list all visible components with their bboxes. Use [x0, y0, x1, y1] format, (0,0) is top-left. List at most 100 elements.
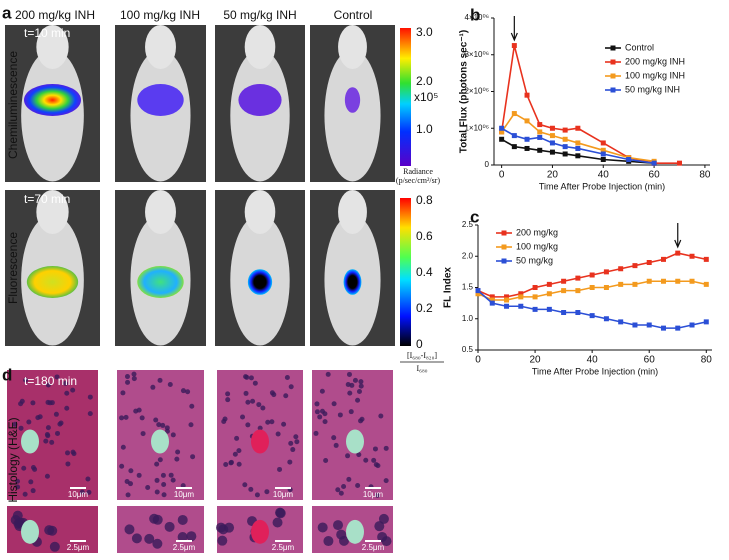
- data-point: [562, 144, 568, 150]
- y-tick-label: 1.0: [462, 314, 474, 323]
- time-label: t=10 min: [24, 26, 70, 40]
- vessel: [21, 429, 39, 454]
- row-label: Histology (H&E): [6, 417, 20, 502]
- data-point: [489, 294, 495, 300]
- nucleus: [264, 489, 270, 495]
- nucleus: [124, 374, 130, 380]
- nucleus: [358, 379, 364, 385]
- data-point: [675, 278, 681, 284]
- data-point: [646, 322, 652, 328]
- scale-bar-label: 2.5μm: [272, 543, 295, 552]
- nucleus: [70, 449, 76, 455]
- nucleus: [18, 425, 24, 431]
- nucleus: [180, 388, 186, 394]
- mouse-head: [338, 190, 367, 234]
- nucleus: [333, 442, 339, 448]
- data-point: [524, 118, 530, 124]
- nucleus: [349, 382, 355, 388]
- nucleus: [12, 421, 18, 427]
- data-point: [537, 147, 543, 153]
- nucleus: [371, 457, 377, 463]
- data-point: [589, 285, 595, 290]
- x-axis-title: Time After Probe Injection (min): [539, 181, 665, 191]
- nucleus: [157, 457, 163, 463]
- scale-bar-label: 10μm: [174, 490, 195, 499]
- column-header: 50 mg/kg INH: [223, 8, 296, 22]
- nucleus: [164, 521, 175, 532]
- nucleus: [149, 513, 160, 524]
- data-point: [689, 322, 695, 328]
- nucleus: [257, 425, 263, 431]
- nucleus: [145, 484, 151, 490]
- nucleus: [64, 405, 70, 411]
- legend-marker: [501, 244, 507, 250]
- panel-label: b: [470, 5, 480, 24]
- data-point: [703, 256, 709, 262]
- nucleus: [44, 473, 50, 479]
- scale-bar-label: 2.5μm: [362, 543, 385, 552]
- colorbar-label: 0: [416, 337, 423, 351]
- nucleus: [378, 513, 389, 524]
- data-point: [499, 125, 505, 131]
- data-point: [689, 278, 695, 284]
- nucleus: [260, 405, 266, 411]
- colorbar-multiplier: x10⁵: [414, 90, 438, 104]
- nucleus: [152, 538, 163, 549]
- nucleus: [30, 488, 36, 494]
- legend-label: 50 mg/kg: [516, 255, 553, 265]
- nucleus: [43, 438, 49, 444]
- nucleus: [275, 431, 281, 437]
- panel-label: c: [470, 207, 479, 226]
- nucleus: [190, 454, 196, 460]
- fluorescence-colorbar: [400, 198, 411, 346]
- colorbar-label: 0.8: [416, 193, 433, 207]
- nucleus: [65, 461, 71, 467]
- nucleus: [232, 451, 238, 457]
- data-point: [632, 281, 638, 287]
- nucleus: [341, 484, 347, 490]
- vessel: [346, 519, 364, 544]
- nucleus: [150, 384, 156, 390]
- charts: 0 1×10⁰⁶ 2×10⁰⁶ 3×10⁰⁶ 4×10⁰⁶ 0 20 40 60 80 Total …: [443, 13, 713, 376]
- nucleus: [49, 541, 60, 552]
- mouse-head: [338, 25, 367, 69]
- mouse-head: [145, 190, 176, 234]
- data-point: [524, 136, 530, 142]
- legend-marker: [501, 230, 507, 236]
- nucleus: [271, 392, 277, 398]
- nucleus: [363, 457, 369, 463]
- legend-marker: [501, 258, 507, 264]
- nucleus: [44, 525, 55, 536]
- nucleus: [123, 414, 129, 420]
- data-point: [475, 291, 481, 297]
- nucleus: [245, 422, 251, 428]
- nucleus: [23, 377, 29, 383]
- data-point: [575, 275, 581, 281]
- nucleus: [243, 390, 249, 396]
- x-tick-label: 80: [701, 355, 713, 366]
- x-tick-label: 40: [598, 170, 610, 181]
- nucleus: [160, 422, 166, 428]
- nucleus: [144, 533, 155, 544]
- signal: [247, 269, 273, 295]
- mouse-body: [324, 49, 381, 182]
- row-label: Chemiluminescence: [6, 51, 20, 159]
- data-point: [660, 278, 666, 284]
- data-point: [603, 285, 609, 290]
- nucleus: [236, 448, 242, 454]
- nucleus: [322, 411, 328, 417]
- data-point: [537, 134, 543, 140]
- mouse-head: [244, 190, 276, 234]
- mouse-head: [244, 25, 276, 69]
- nucleus: [346, 476, 352, 482]
- colorbar-label: 3.0: [416, 25, 433, 39]
- data-point: [549, 149, 555, 155]
- data-point: [600, 147, 606, 153]
- nucleus: [54, 374, 60, 380]
- nucleus: [375, 463, 381, 469]
- vessel: [151, 429, 169, 454]
- x-tick-label: 20: [530, 355, 542, 366]
- y-tick-label: 0.5: [462, 345, 474, 354]
- nucleus: [120, 444, 126, 450]
